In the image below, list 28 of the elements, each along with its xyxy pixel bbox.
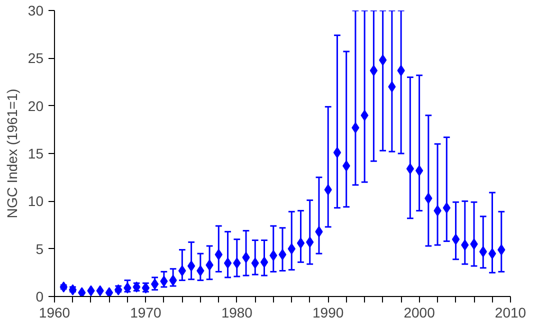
point [178, 265, 186, 276]
x-tick-label: 1960 [38, 304, 70, 320]
y-tick-label: 15 [28, 146, 44, 162]
point [105, 287, 114, 296]
point [452, 234, 460, 245]
point [78, 287, 86, 296]
point [415, 165, 424, 176]
x-tick-label: 1970 [130, 304, 162, 320]
x-tick-label: 2000 [404, 304, 436, 320]
point [333, 147, 342, 158]
point [488, 248, 496, 260]
point [370, 65, 378, 76]
y-axis-title: NGC Index (1961=1) [4, 88, 20, 218]
y-tick-label: 25 [28, 50, 44, 66]
x-tick-label: 1980 [221, 304, 253, 320]
point [406, 163, 414, 174]
y-tick-label: 20 [28, 98, 44, 114]
y-tick-label: 10 [28, 193, 44, 210]
y-tick-label: 0 [36, 288, 44, 304]
point [296, 238, 305, 249]
y-tick-label: 5 [36, 240, 44, 257]
point [378, 54, 387, 66]
x-tick-label: 1990 [312, 304, 344, 320]
point [260, 256, 268, 268]
y-tick-label: 30 [28, 2, 44, 18]
point [224, 258, 232, 269]
point [187, 260, 196, 272]
x-tick-label: 2010 [494, 304, 526, 320]
